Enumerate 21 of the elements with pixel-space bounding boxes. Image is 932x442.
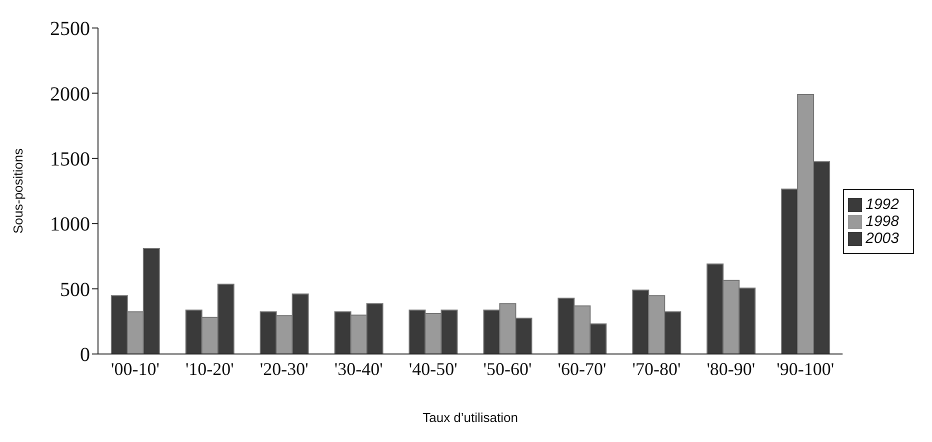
x-tick-label: '20-30' <box>260 358 308 379</box>
x-tick-label: '50-60' <box>483 358 532 379</box>
y-tick-label: 2000 <box>50 83 90 106</box>
x-tick-label: '40-50' <box>408 358 458 379</box>
y-axis-title: Sous-positions <box>10 148 26 234</box>
x-tick-label: '90-100' <box>776 358 834 379</box>
x-tick-label: '00-10' <box>110 358 160 379</box>
y-tick-label: 0 <box>80 344 90 366</box>
x-tick-label: '80-90' <box>706 358 756 379</box>
y-tick-label: 1500 <box>50 148 90 170</box>
x-axis-title: Taux d’utilisation <box>422 410 518 425</box>
x-tick-label: '10-20' <box>185 358 234 379</box>
y-tick-label: 500 <box>60 278 90 301</box>
legend-label: 1998 <box>866 212 899 230</box>
y-tick-label: 2500 <box>50 18 90 40</box>
y-tick-label: 1000 <box>50 214 90 236</box>
legend-label: 2003 <box>866 230 899 246</box>
x-tick-label: '60-70' <box>558 358 606 379</box>
x-tick-label: '30-40' <box>334 358 383 379</box>
x-tick-label: '70-80' <box>632 358 681 379</box>
legend-label: 1992 <box>866 196 899 212</box>
